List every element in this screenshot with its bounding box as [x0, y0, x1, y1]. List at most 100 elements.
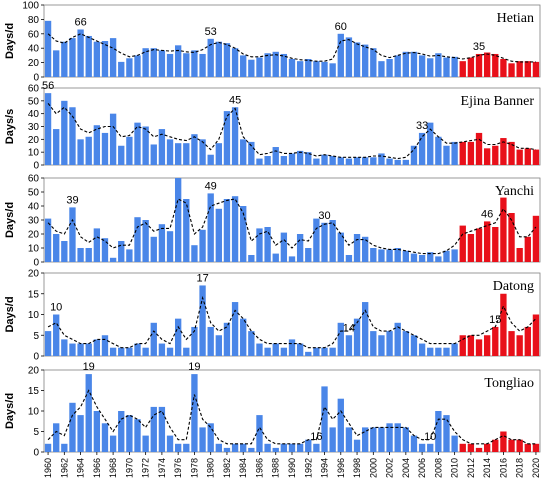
x-tick-label: 1962 [59, 458, 69, 478]
bar-1968 [109, 113, 117, 165]
peak-label: 53 [205, 26, 217, 38]
bar-1963 [69, 207, 76, 262]
bar-1989 [280, 53, 288, 77]
bar-1990 [288, 443, 296, 452]
bar-2002 [386, 249, 393, 262]
bar-1998 [353, 157, 361, 165]
bar-1978 [191, 245, 198, 262]
bar-2012 [467, 443, 475, 452]
bar-1995 [329, 427, 336, 452]
bar-1993 [313, 158, 320, 165]
bar-1974 [158, 343, 166, 356]
bar-1980 [207, 193, 214, 262]
bar-2011 [459, 225, 466, 262]
bar-1975 [166, 347, 174, 356]
bar-2014 [483, 52, 491, 77]
bar-1987 [264, 227, 271, 262]
bar-1975 [166, 53, 174, 77]
bar-2020 [532, 443, 540, 452]
bar-2014 [483, 221, 491, 262]
bar-1967 [101, 41, 109, 77]
bar-2013 [475, 339, 483, 356]
bar-1992 [305, 248, 312, 262]
bar-1983 [231, 107, 239, 165]
bar-1963 [69, 402, 76, 452]
bar-2019 [524, 61, 531, 77]
bar-1975 [166, 435, 174, 452]
bar-1987 [264, 443, 271, 452]
bar-1991 [296, 61, 304, 77]
bar-2012 [467, 335, 475, 356]
x-axis: 1960 1962 1964 1966 1968 1970 1972 1974 1976 1978… [43, 452, 541, 478]
bar-1999 [362, 44, 369, 77]
bar-1988 [272, 343, 279, 356]
bar-1981 [215, 335, 222, 356]
bar-1963 [69, 343, 76, 356]
bar-2012 [467, 234, 475, 262]
bar-1960 [44, 93, 52, 165]
bar-1982 [223, 111, 231, 165]
x-tick-label: 1964 [76, 458, 86, 478]
bar-2014 [483, 443, 491, 452]
y-tick-label: 20 [28, 58, 40, 69]
bar-1992 [305, 152, 312, 165]
bar-2003 [394, 55, 401, 77]
bar-2001 [378, 61, 385, 77]
bar-2016 [500, 293, 507, 356]
bar-1968 [109, 257, 117, 262]
bar-1960 [44, 20, 52, 77]
x-tick-label: 1978 [189, 458, 199, 478]
x-tick-label: 1974 [157, 458, 167, 478]
y-tick-label: 100 [22, 1, 39, 12]
bar-1997 [345, 427, 353, 452]
bar-2002 [386, 158, 393, 165]
bar-1993 [313, 347, 320, 356]
bar-2017 [508, 331, 515, 356]
bar-1985 [248, 331, 255, 356]
bar-1971 [134, 122, 141, 165]
bar-1973 [150, 236, 157, 262]
x-tick-label: 1982 [222, 458, 232, 478]
bar-2015 [492, 227, 499, 262]
bar-2009 [443, 57, 450, 77]
bar-1960 [44, 331, 52, 356]
bar-2005 [410, 335, 418, 356]
y-tick-label: 20 [28, 135, 40, 146]
bar-2015 [492, 53, 499, 77]
bar-2003 [394, 248, 401, 262]
bar-1965 [85, 136, 92, 165]
bar-1968 [109, 435, 117, 452]
bar-1975 [166, 139, 174, 165]
bar-1977 [183, 53, 190, 77]
bar-1994 [321, 154, 328, 165]
bar-1969 [118, 241, 125, 262]
bar-2007 [427, 443, 434, 452]
bar-2011 [459, 61, 466, 77]
bar-1977 [183, 199, 190, 262]
bar-1976 [174, 45, 182, 77]
bar-2005 [410, 51, 418, 77]
y-tick-label: 20 [28, 269, 40, 280]
bar-2017 [508, 439, 515, 452]
bar-1968 [109, 347, 117, 356]
bar-1986 [256, 158, 263, 165]
bar-1970 [126, 249, 133, 262]
bar-1962 [61, 100, 68, 165]
peak-label: 35 [473, 41, 485, 53]
bar-1964 [77, 29, 84, 77]
bar-1999 [362, 236, 369, 262]
bar-1972 [142, 48, 149, 77]
peak-label: 66 [74, 17, 86, 29]
x-tick-label: 1994 [320, 458, 330, 478]
bar-2018 [516, 439, 523, 452]
y-tick-label: 20 [28, 230, 40, 241]
y-tick-label: 0 [33, 258, 39, 269]
bar-1981 [215, 41, 222, 77]
bar-1971 [134, 419, 141, 452]
bar-2009 [443, 415, 450, 452]
y-tick-label: 60 [28, 174, 40, 185]
bar-2004 [402, 159, 409, 165]
bar-1992 [305, 59, 312, 77]
